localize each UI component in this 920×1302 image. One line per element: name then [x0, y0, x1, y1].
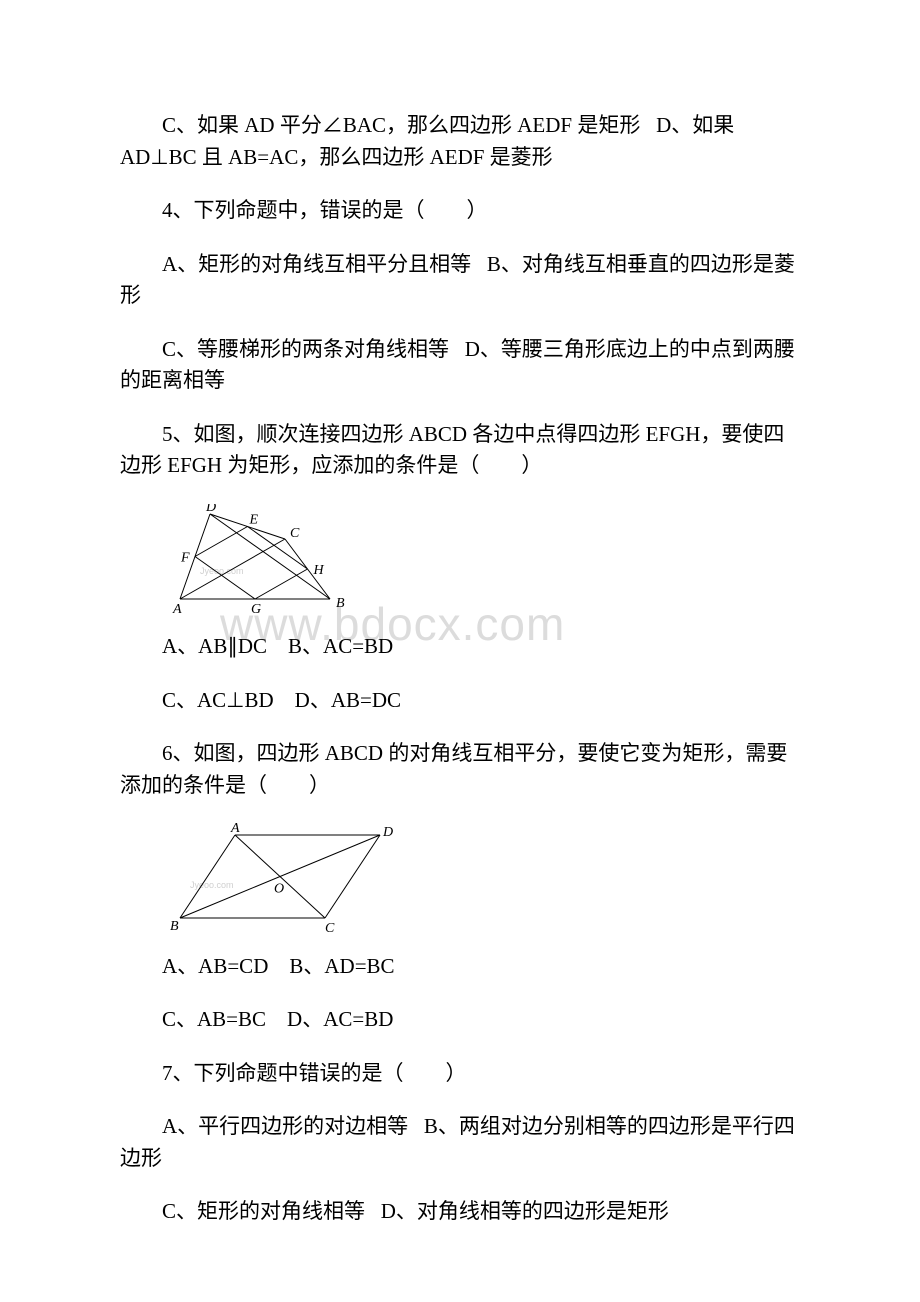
svg-text:Jyeoo.com: Jyeoo.com — [190, 880, 234, 890]
q7-option-d: D、对角线相等的四边形是矩形 — [381, 1199, 669, 1223]
q7-stem: 7、下列命题中错误的是（ ） — [120, 1058, 800, 1090]
q5-diagram: Jyeoo.com A B C D E F G H — [170, 504, 800, 624]
q4-stem: 4、下列命题中，错误的是（ ） — [120, 195, 800, 227]
svg-text:F: F — [180, 550, 190, 565]
q6-stem: 6、如图，四边形 ABCD 的对角线互相平分，要使它变为矩形，需要添加的条件是（… — [120, 738, 800, 801]
q5-option-b: B、AC=BD — [288, 634, 393, 658]
q3-option-c: C、如果 AD 平分∠BAC，那么四边形 AEDF 是矩形 — [162, 113, 640, 137]
q5-option-d: D、AB=DC — [295, 688, 401, 712]
q5-option-a: A、AB∥DC — [162, 634, 267, 658]
q4-option-a: A、矩形的对角线互相平分且相等 — [162, 252, 471, 276]
svg-text:D: D — [205, 504, 216, 515]
q4-options-ab: A、矩形的对角线互相平分且相等 B、对角线互相垂直的四边形是菱形 — [120, 249, 800, 312]
q5-row2: C、AC⊥BD D、AB=DC — [120, 685, 800, 717]
q5-svg: Jyeoo.com A B C D E F G H — [170, 504, 350, 614]
q6-option-a: A、AB=CD — [162, 954, 268, 978]
q3-options-cd: C、如果 AD 平分∠BAC，那么四边形 AEDF 是矩形 D、如果 AD⊥BC… — [120, 110, 800, 173]
svg-text:C: C — [290, 526, 300, 541]
q4-options-cd: C、等腰梯形的两条对角线相等 D、等腰三角形底边上的中点到两腰的距离相等 — [120, 334, 800, 397]
svg-text:G: G — [251, 602, 261, 614]
q6-option-d: D、AC=BD — [287, 1007, 393, 1031]
q7-options-cd: C、矩形的对角线相等 D、对角线相等的四边形是矩形 — [120, 1196, 800, 1228]
q7-options-ab: A、平行四边形的对边相等 B、两组对边分别相等的四边形是平行四边形 — [120, 1111, 800, 1174]
svg-text:O: O — [274, 882, 284, 897]
q6-row2: C、AB=BC D、AC=BD — [120, 1004, 800, 1036]
svg-text:E: E — [249, 512, 259, 527]
q6-svg: Jyeoo.com A B C D O — [170, 823, 400, 933]
q6-option-b: B、AD=BC — [289, 954, 394, 978]
q5-option-c: C、AC⊥BD — [162, 688, 274, 712]
svg-text:H: H — [313, 563, 325, 578]
svg-text:C: C — [325, 921, 335, 933]
q5-stem: 5、如图，顺次连接四边形 ABCD 各边中点得四边形 EFGH，要使四边形 EF… — [120, 419, 800, 482]
q7-option-c: C、矩形的对角线相等 — [162, 1199, 365, 1223]
q5-row1: A、AB∥DC B、AC=BD — [120, 631, 800, 663]
svg-text:B: B — [170, 919, 179, 933]
svg-text:A: A — [230, 823, 240, 836]
q7-option-a: A、平行四边形的对边相等 — [162, 1114, 408, 1138]
svg-text:A: A — [172, 602, 182, 614]
q6-diagram: Jyeoo.com A B C D O — [170, 823, 800, 943]
svg-text:Jyeoo.com: Jyeoo.com — [200, 566, 244, 576]
svg-text:B: B — [336, 596, 345, 611]
q6-row1: A、AB=CD B、AD=BC — [120, 951, 800, 983]
q4-option-c: C、等腰梯形的两条对角线相等 — [162, 337, 449, 361]
document-content: C、如果 AD 平分∠BAC，那么四边形 AEDF 是矩形 D、如果 AD⊥BC… — [120, 110, 800, 1228]
q6-option-c: C、AB=BC — [162, 1007, 266, 1031]
svg-text:D: D — [382, 825, 393, 840]
